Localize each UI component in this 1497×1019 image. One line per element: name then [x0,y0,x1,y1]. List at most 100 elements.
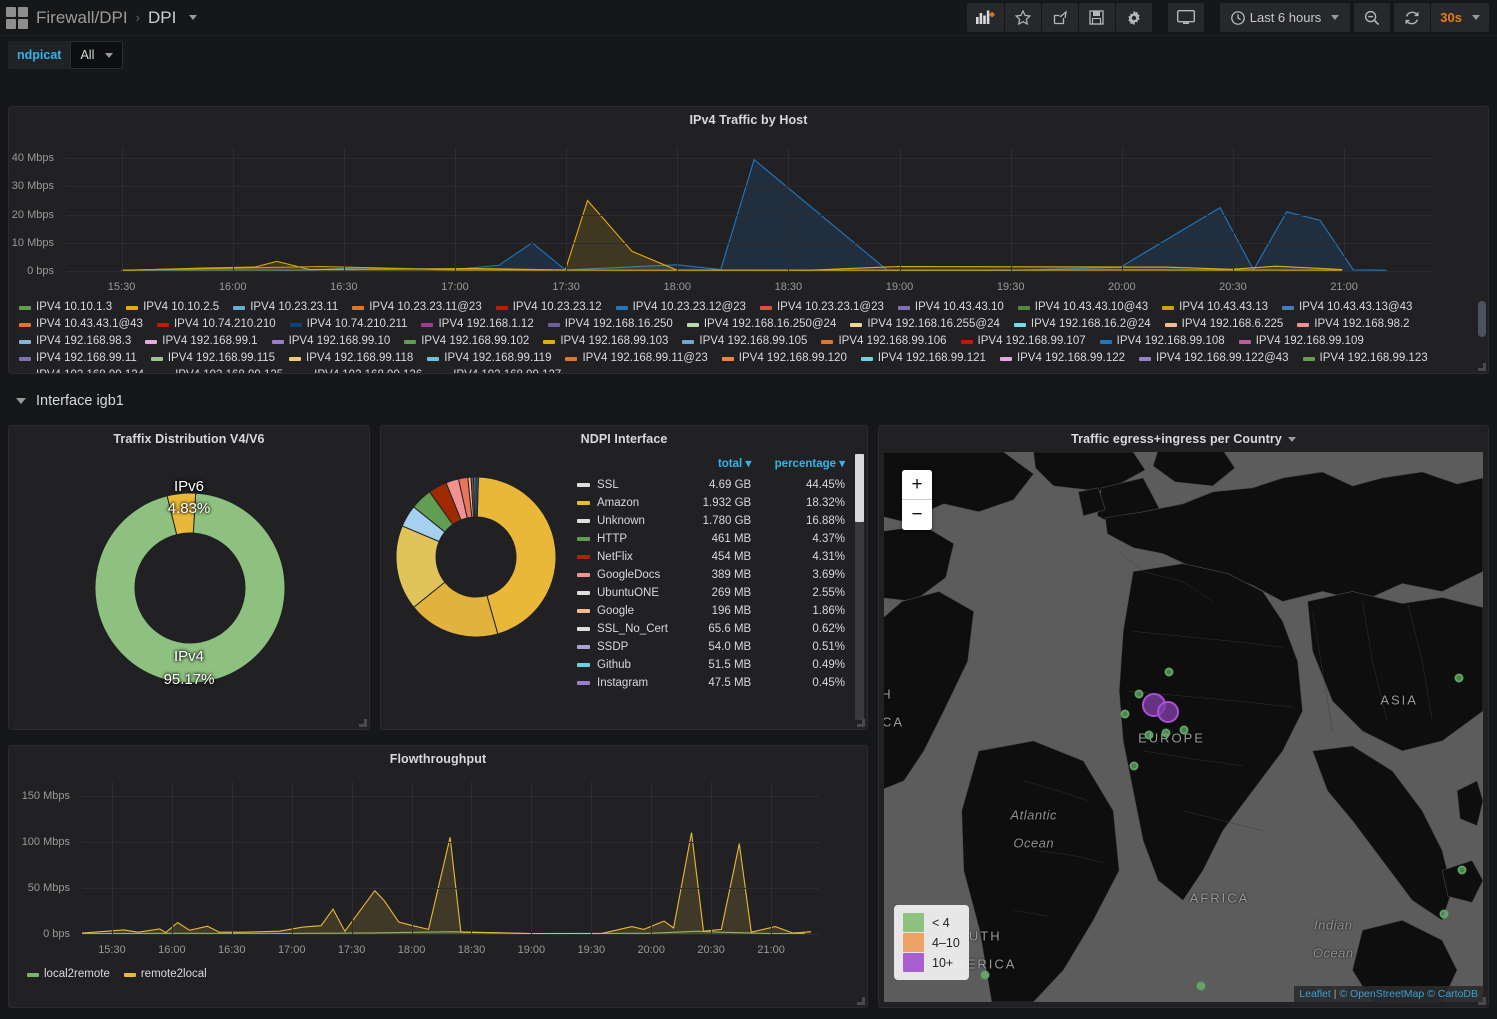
table-row[interactable]: Github 51.5 MB 0.49% [571,656,851,674]
legend-item[interactable]: IPV4 192.168.99.122@43 [1139,350,1289,367]
legend-item[interactable]: IPV4 192.168.99.115 [150,350,275,367]
ndpi-pie-chart[interactable] [381,452,571,720]
map-marker[interactable] [1454,673,1464,682]
panel-resize-handle[interactable] [856,718,865,727]
panel-title[interactable]: IPv4 Traffic by Host [689,113,808,127]
map-marker[interactable] [1161,728,1171,737]
panel-title[interactable]: Flowthroughput [389,752,487,766]
table-row[interactable]: SSDP 54.0 MB 0.51% [571,638,851,656]
table-row[interactable]: SSL 4.69 GB 44.45% [571,476,851,494]
legend-item[interactable]: IPV4 192.168.99.109 [1238,333,1364,350]
legend-item[interactable]: IPV4 192.168.16.250@24 [686,316,836,333]
openstreetmap-link[interactable]: © OpenStreetMap [1339,988,1425,1000]
legend-item[interactable]: IPV4 192.168.16.2@24 [1013,316,1151,333]
legend-item[interactable]: IPV4 192.168.99.103 [543,333,668,350]
legend-item[interactable]: IPV4 192.168.98.2 [1297,316,1410,333]
legend-item[interactable]: IPV4 192.168.99.10 [271,333,390,350]
legend-item[interactable]: IPV4 10.43.43.13 [1162,299,1268,316]
legend-item[interactable]: remote2local [123,966,207,983]
legend-item[interactable]: IPV4 192.168.99.106 [821,333,947,350]
map-marker[interactable] [980,970,990,979]
legend-item[interactable]: IPV4 192.168.6.225 [1164,316,1283,333]
map-marker[interactable] [1179,725,1188,735]
map-marker[interactable] [1196,981,1206,990]
legend-item[interactable]: IPV4 10.23.23.12 [495,299,602,316]
legend-item[interactable]: IPV4 192.168.99.102 [404,333,529,350]
table-row[interactable]: SSL_No_Cert 65.6 MB 0.62% [571,620,851,638]
panel-resize-handle[interactable] [1477,362,1486,371]
legend-item[interactable]: IPV4 192.168.99.11@23 [565,350,708,367]
legend-item[interactable]: IPV4 10.10.2.5 [126,299,219,316]
star-button[interactable] [1004,3,1041,32]
dashboard-grid-icon[interactable] [6,6,28,29]
panel-title[interactable]: NDPI Interface [580,432,668,446]
legend-item[interactable]: IPV4 192.168.16.255@24 [850,316,1000,333]
legend-item[interactable]: IPV4 10.23.23.11 [233,299,338,316]
panel-resize-handle[interactable] [1477,996,1486,1005]
legend-item[interactable]: IPV4 192.168.99.122 [999,350,1125,367]
legend-item[interactable]: IPV4 10.43.43.1@43 [19,316,143,333]
time-range-picker[interactable]: Last 6 hours [1219,3,1351,32]
traffic-legend[interactable]: IPV4 10.10.1.3 IPV4 10.10.2.5 IPV4 10.23.2… [19,299,1478,373]
leaflet-map[interactable]: + − ASIA AFRICA EUROPE SOUTH AMERICA H CA Atlan… [884,452,1483,1002]
table-row[interactable]: Instagram 47.5 MB 0.45% [571,674,851,692]
breadcrumb-current[interactable]: DPI [147,7,177,27]
refresh-button[interactable] [1394,3,1431,32]
panel-resize-handle[interactable] [358,718,367,727]
legend-item[interactable]: IPV4 10.23.23.12@23 [615,299,746,316]
legend-item[interactable]: IPV4 192.168.99.107 [960,333,1086,350]
pie-slice[interactable] [94,492,286,684]
table-row[interactable]: NetFlix 454 MB 4.31% [571,548,851,566]
legend-item[interactable]: IPV4 192.168.99.1 [145,333,258,350]
map-marker[interactable] [1457,865,1467,875]
panel-title[interactable]: Traffic egress+ingress per Country [879,426,1488,448]
legend-item[interactable]: IPV4 10.74.210.211 [289,316,407,333]
ndpi-scroll-thumb[interactable] [855,454,864,522]
map-zoom-out-button[interactable]: − [902,500,932,530]
series-line[interactable] [122,201,1343,271]
legend-item[interactable]: IPV4 192.168.99.118 [289,350,413,367]
ndpi-col-total[interactable]: total ▾ [688,452,757,476]
map-marker[interactable] [1439,909,1449,919]
map-marker[interactable] [1120,709,1130,719]
panel-resize-handle[interactable] [856,996,865,1005]
series-line[interactable] [82,833,811,934]
legend-item[interactable]: IPV4 192.168.1.12 [421,316,534,333]
row-header-interface-igb1[interactable]: Interface igb1 [8,388,1489,414]
table-row[interactable]: GoogleDocs 389 MB 3.69% [571,566,851,584]
legend-item[interactable]: local2remote [27,966,110,983]
ndpi-table[interactable]: total ▾ percentage ▾ SSL 4.69 GB 44.45% Ama… [571,452,867,720]
cartodb-link[interactable]: © CartoDB [1427,988,1478,1000]
table-row[interactable]: HTTP 461 MB 4.37% [571,530,851,548]
refresh-interval-picker[interactable]: 30s [1431,3,1489,32]
settings-button[interactable] [1115,3,1152,32]
save-button[interactable] [1078,3,1115,32]
legend-item[interactable]: IPV4 10.23.23.11@23 [352,299,482,316]
legend-item[interactable]: IPV4 192.168.16.250 [547,316,673,333]
table-row[interactable]: Google 196 MB 1.86% [571,602,851,620]
legend-item[interactable]: IPV4 192.168.99.124 [19,367,144,373]
table-row[interactable]: Amazon 1.932 GB 18.32% [571,494,851,512]
legend-item[interactable]: IPV4 10.74.210.210 [156,316,276,333]
breadcrumb-root[interactable]: Firewall/DPI [36,7,128,27]
leaflet-link[interactable]: Leaflet [1299,988,1331,1000]
legend-item[interactable]: IPV4 192.168.99.121 [860,350,986,367]
legend-item[interactable]: IPV4 10.43.43.10@43 [1017,299,1148,316]
pie-slice[interactable] [475,476,479,518]
breadcrumb-chevron-down-icon[interactable] [189,15,198,20]
table-row[interactable]: UbuntuONE 269 MB 2.55% [571,584,851,602]
pie-slice[interactable] [166,492,197,536]
map-marker[interactable] [1129,761,1139,770]
donut-chart-wrap[interactable]: IPv6 4.83% IPv4 95.17% [9,460,369,700]
ndpi-col-percentage[interactable]: percentage ▾ [757,452,851,476]
legend-item[interactable]: IPV4 192.168.99.11 [19,350,137,367]
traffic-graph-plot[interactable] [66,147,1431,271]
legend-item[interactable]: IPV4 192.168.99.123 [1302,350,1428,367]
legend-item[interactable]: IPV4 192.168.99.119 [427,350,551,367]
legend-item[interactable]: IPV4 10.43.43.10 [897,299,1004,316]
panel-title[interactable]: Traffix Distribution V4/V6 [113,432,265,446]
add-panel-button[interactable] [966,3,1004,32]
map-marker[interactable] [1156,701,1179,724]
share-button[interactable] [1041,3,1078,32]
legend-item[interactable]: IPV4 10.23.23.1@23 [759,299,884,316]
